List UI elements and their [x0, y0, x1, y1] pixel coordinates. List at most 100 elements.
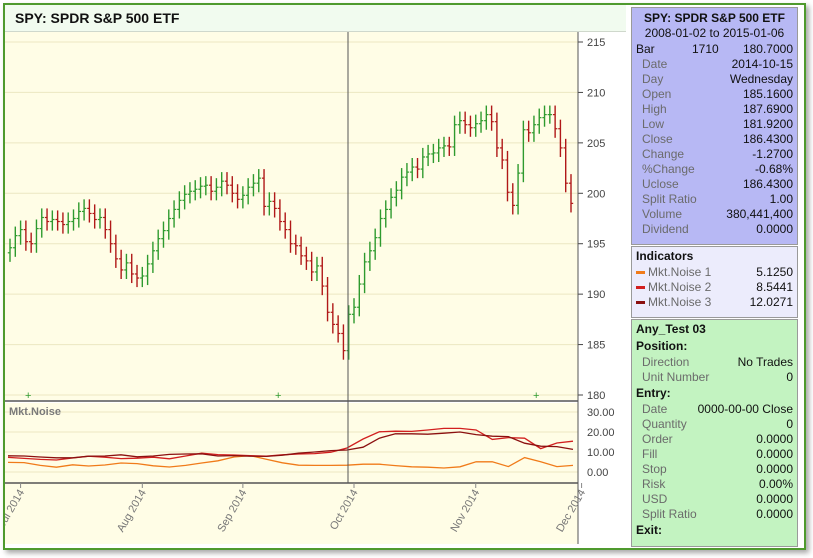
quote-row: Day Wednesday	[632, 72, 797, 87]
candle	[563, 138, 568, 193]
candle	[489, 105, 494, 131]
noise-series-line	[7, 431, 574, 459]
candle	[193, 180, 198, 201]
quote-row: Uclose 186.4300	[632, 177, 797, 192]
candle	[298, 236, 304, 265]
candle	[484, 105, 489, 130]
entry-section-label: Entry:	[636, 386, 671, 400]
candle	[478, 111, 484, 133]
candle	[499, 138, 505, 170]
candle	[97, 208, 103, 229]
candle	[161, 221, 166, 248]
entry-row-label: USD	[642, 492, 668, 506]
candle	[203, 176, 209, 196]
price-tick-label: 190	[587, 289, 605, 301]
candle	[568, 174, 574, 213]
strategy-panel: Any_Test 03 Position: Direction No Trades…	[631, 319, 798, 547]
candle	[261, 169, 267, 216]
candle	[425, 144, 431, 167]
quote-row: %Change -0.68%	[632, 162, 797, 177]
candle	[367, 241, 373, 271]
candle	[515, 164, 521, 215]
entry-row: Fill 0.0000	[632, 447, 797, 462]
price-tick-label: 185	[587, 340, 605, 352]
candle	[18, 220, 23, 245]
plus-marker-icon: +	[25, 390, 31, 402]
quote-row: Low 181.9200	[632, 117, 797, 132]
candle	[526, 120, 531, 142]
candle	[13, 226, 18, 257]
candle	[462, 111, 468, 134]
candle	[383, 200, 388, 228]
candle	[314, 256, 320, 282]
entry-row-value: 0	[786, 417, 793, 431]
quote-row: Change -1.2700	[632, 147, 797, 162]
price-tick-label: 195	[587, 239, 605, 251]
position-row: Unit Number 0	[632, 370, 797, 385]
plus-marker-icon: +	[533, 390, 539, 402]
entry-row-label: Fill	[642, 447, 658, 461]
candle	[441, 136, 447, 157]
indicator-label: Mkt.Noise 2	[648, 280, 712, 294]
quote-row-value: 181.9200	[742, 117, 793, 131]
plus-marker-icon: +	[275, 390, 281, 402]
candle	[55, 210, 60, 231]
candle	[182, 185, 187, 210]
entry-row-value: 0.0000	[756, 447, 793, 461]
candle	[23, 220, 29, 251]
quote-row-label: Date	[642, 57, 668, 71]
candle	[531, 115, 537, 142]
indicator-swatch-icon	[636, 286, 645, 289]
bar-row: Bar 1710 180.7000	[632, 42, 797, 57]
indicator-value: 12.0271	[749, 295, 793, 309]
candle	[50, 210, 55, 231]
candle	[330, 303, 336, 334]
entry-row: USD 0.0000	[632, 492, 797, 507]
position-row-value: No Trades	[737, 355, 793, 369]
entry-row-value: 0000-00-00 Close	[697, 402, 793, 416]
quote-row-value: -0.68%	[754, 162, 793, 176]
entry-row-label: Stop	[642, 462, 667, 476]
indicator-label: Mkt.Noise 3	[648, 295, 712, 309]
candle	[150, 241, 156, 273]
bar-label: Bar	[636, 42, 655, 56]
entry-row-label: Split Ratio	[642, 507, 697, 521]
candle	[219, 172, 224, 197]
noise-lines	[7, 427, 574, 469]
indicator-swatch-icon	[636, 301, 645, 304]
indicator-pane-bg	[5, 403, 578, 483]
candle	[510, 183, 515, 215]
candle	[325, 276, 330, 322]
entry-row-value: 0.0000	[756, 432, 793, 446]
entry-row-label: Date	[642, 402, 668, 416]
price-tick-label: 215	[587, 37, 605, 49]
price-tick-label: 180	[587, 390, 605, 402]
quote-row-value: 185.1600	[742, 87, 793, 101]
candle	[235, 184, 240, 209]
candle	[436, 138, 441, 163]
candle	[245, 178, 251, 205]
quote-row-label: Volume	[642, 207, 683, 221]
strategy-title: Any_Test 03	[636, 322, 706, 336]
candle	[145, 254, 150, 286]
quote-range: 2008-01-02 to 2015-01-06	[644, 26, 785, 40]
quote-row: High 187.6900	[632, 102, 797, 117]
bar-index: 1710	[692, 42, 719, 56]
noise-tick-label: 30.00	[587, 407, 615, 419]
position-row-label: Unit Number	[642, 370, 710, 384]
price-chart[interactable]: 215 210 205 200 195 190 185 180 30.00 20.00 10.00 0…	[5, 32, 628, 544]
candle	[309, 251, 314, 282]
quote-row-value: 0.0000	[756, 222, 793, 236]
entry-row-label: Quantity	[642, 417, 687, 431]
quote-row-value: Wednesday	[729, 72, 793, 86]
candle	[66, 212, 71, 234]
candle	[521, 120, 526, 183]
candle	[230, 176, 235, 203]
candle	[420, 147, 426, 179]
candle	[304, 246, 309, 270]
candle	[134, 264, 140, 288]
candle	[320, 256, 325, 296]
candle	[208, 176, 214, 201]
candle	[351, 298, 357, 324]
candle	[240, 186, 246, 209]
